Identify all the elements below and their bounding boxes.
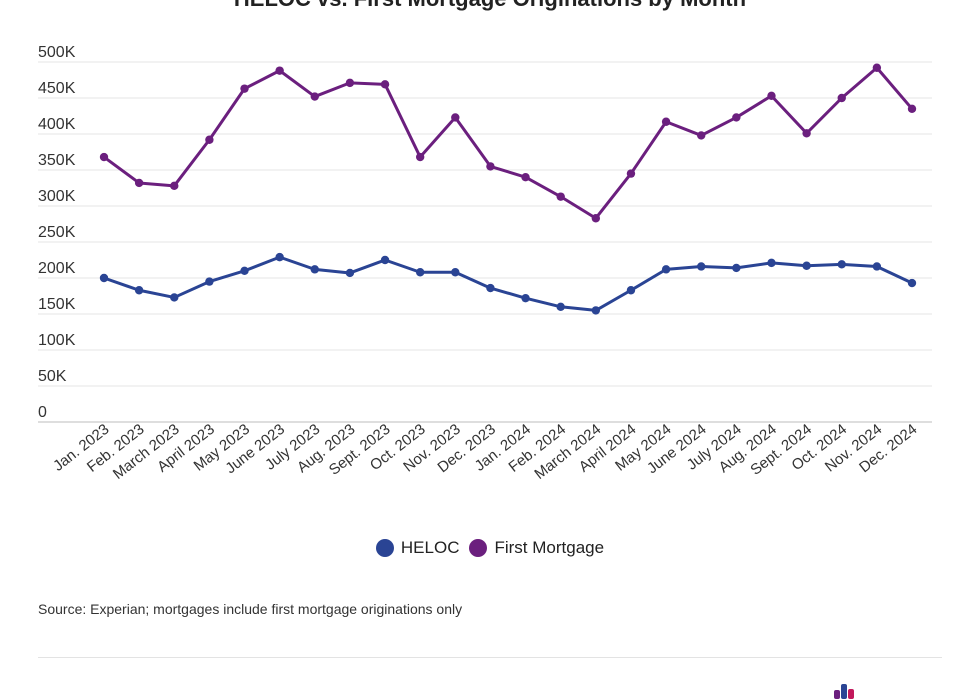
brand-logo-icon [826, 684, 866, 699]
data-point-heloc [837, 260, 846, 269]
data-point-heloc [872, 262, 882, 271]
data-point-first-mortgage [521, 173, 530, 182]
data-point-heloc [310, 265, 319, 274]
data-point-first-mortgage [767, 91, 776, 101]
data-point-heloc [99, 273, 109, 283]
data-point-heloc [732, 263, 741, 273]
data-point-first-mortgage [275, 66, 284, 75]
data-point-first-mortgage [556, 192, 565, 201]
data-point-heloc [240, 266, 249, 275]
y-tick-label: 400K [38, 116, 76, 133]
data-point-heloc [451, 268, 460, 277]
data-point-first-mortgage [697, 131, 706, 140]
series-line-heloc [102, 255, 914, 312]
line-chart: 0 50K 100K 150K 200K 250K 300K 350K 400K 450K 500K… [38, 44, 932, 483]
data-point-heloc [521, 293, 530, 303]
y-tick-label: 150K [38, 296, 76, 313]
data-point-heloc [767, 258, 776, 268]
y-tick-label: 250K [38, 224, 76, 241]
data-point-heloc [626, 286, 636, 295]
y-tick-label: 450K [38, 80, 76, 97]
data-point-heloc [591, 306, 601, 315]
legend-label-heloc: HELOC [400, 538, 460, 557]
data-point-first-mortgage [486, 162, 495, 171]
y-tick-label: 100K [38, 332, 76, 349]
data-point-first-mortgage [907, 104, 917, 114]
data-point-first-mortgage [732, 113, 741, 122]
legend-swatch-first-mortgage [469, 539, 488, 557]
legend-label-first-mortgage: First Mortgage [494, 538, 605, 557]
data-point-first-mortgage [626, 169, 636, 178]
chart-legend: HELOC First Mortgage [0, 538, 980, 558]
legend-item-heloc[interactable]: HELOC [375, 538, 460, 558]
data-point-heloc [345, 268, 355, 278]
data-point-heloc [170, 293, 179, 302]
data-point-heloc [556, 302, 565, 311]
y-tick-label: 300K [38, 188, 76, 205]
data-point-first-mortgage [134, 178, 144, 188]
data-point-heloc [486, 283, 495, 293]
data-point-first-mortgage [99, 152, 109, 162]
data-point-first-mortgage [170, 181, 179, 191]
data-point-first-mortgage [380, 80, 390, 89]
data-point-heloc [415, 268, 425, 277]
data-point-first-mortgage [415, 152, 425, 162]
data-point-first-mortgage [240, 84, 249, 93]
data-point-first-mortgage [802, 129, 811, 138]
data-point-first-mortgage [310, 92, 319, 101]
footer-divider [38, 657, 942, 658]
y-tick-label: 50K [38, 368, 67, 385]
data-point-heloc [661, 265, 671, 274]
data-point-first-mortgage [451, 113, 460, 122]
y-tick-label: 0 [38, 404, 47, 421]
legend-swatch-heloc [375, 539, 394, 557]
data-point-first-mortgage [205, 135, 214, 144]
y-tick-label: 200K [38, 260, 76, 277]
y-tick-label: 350K [38, 152, 76, 169]
data-point-heloc [205, 277, 214, 286]
data-point-heloc [380, 255, 390, 265]
series-line-first-mortgage [102, 66, 914, 220]
y-tick-label: 500K [38, 44, 76, 61]
data-point-heloc [134, 286, 144, 295]
source-note: Source: Experian; mortgages include firs… [38, 601, 463, 617]
data-point-first-mortgage [345, 78, 355, 88]
data-point-heloc [802, 261, 811, 270]
data-point-first-mortgage [591, 214, 601, 223]
data-point-first-mortgage [872, 63, 882, 72]
data-point-heloc [907, 278, 917, 288]
data-point-first-mortgage [837, 93, 846, 103]
chart-title: HELOC vs. First Mortgage Originations by… [0, 0, 980, 12]
data-point-heloc [697, 262, 706, 271]
data-point-heloc [275, 252, 284, 262]
legend-item-first-mortgage[interactable]: First Mortgage [469, 538, 604, 558]
data-point-first-mortgage [661, 117, 671, 126]
